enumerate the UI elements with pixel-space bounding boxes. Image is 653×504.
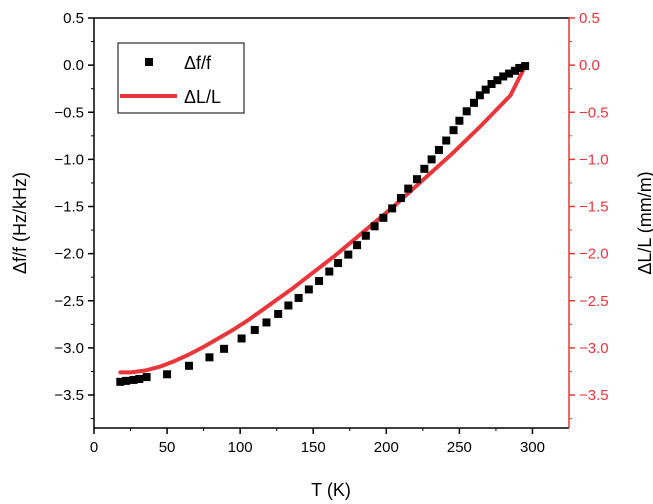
frequency-data-point bbox=[515, 63, 524, 72]
frequency-data-point bbox=[396, 194, 405, 203]
x-tick-label: 0 bbox=[90, 439, 98, 456]
right-y-axis-title: ΔL/L (mm/m) bbox=[635, 171, 653, 274]
frequency-data-point bbox=[462, 107, 471, 116]
left-y-axis-ticks: 0.5 0.0 −0.5 −1.0 −1.5 −2.0 −2.5 −3.0 −3.5 bbox=[54, 10, 94, 420]
frequency-data-point bbox=[487, 79, 496, 88]
frequency-data-point bbox=[135, 374, 144, 383]
legend-label-frequency: Δf/f bbox=[184, 53, 212, 73]
x-tick-label: 100 bbox=[228, 439, 253, 456]
frequency-data-point bbox=[353, 241, 362, 250]
frequency-data-point bbox=[185, 361, 193, 370]
y2-tick-label: −1.5 bbox=[579, 199, 609, 216]
y-tick-label: −2.0 bbox=[54, 246, 84, 263]
frequency-data-point bbox=[129, 375, 138, 384]
frequency-data-point bbox=[315, 276, 324, 285]
frequency-data-point bbox=[237, 334, 246, 343]
frequency-data-point bbox=[142, 373, 151, 382]
expansion-line-layer bbox=[118, 64, 528, 375]
frequency-data-point bbox=[325, 267, 334, 276]
y-tick-label: 0.5 bbox=[63, 10, 84, 27]
x-tick-label: 300 bbox=[520, 439, 545, 456]
frequency-data-point bbox=[427, 155, 436, 164]
x-axis-ticks: 0 50 100 150 200 250 300 bbox=[90, 428, 545, 456]
expansion-series-line bbox=[118, 64, 528, 375]
frequency-data-point bbox=[455, 116, 464, 125]
frequency-data-point bbox=[434, 145, 443, 154]
y2-tick-label: 0.0 bbox=[579, 57, 600, 74]
y2-tick-label: −2.5 bbox=[579, 293, 609, 310]
frequency-data-point bbox=[122, 376, 131, 385]
frequency-data-point bbox=[250, 325, 259, 334]
frequency-data-point bbox=[510, 66, 519, 75]
y-tick-label: −0.5 bbox=[54, 104, 84, 121]
legend: Δf/f ΔL/L bbox=[117, 42, 245, 114]
legend-box bbox=[117, 42, 245, 114]
frequency-data-point bbox=[449, 126, 458, 135]
y-tick-label: −1.5 bbox=[54, 199, 84, 216]
frequency-data-point bbox=[379, 213, 388, 222]
y2-tick-label: −1.0 bbox=[579, 151, 609, 168]
frequency-data-point bbox=[521, 62, 530, 71]
x-tick-label: 200 bbox=[374, 439, 399, 456]
frequency-data-point bbox=[499, 72, 508, 81]
x-axis-title: T (K) bbox=[311, 480, 351, 500]
y-tick-label: 0.0 bbox=[63, 57, 84, 74]
y-tick-label: −1.0 bbox=[54, 151, 84, 168]
frequency-data-point bbox=[413, 175, 421, 184]
frequency-data-point bbox=[442, 136, 451, 145]
frequency-data-point bbox=[370, 222, 379, 231]
frequency-data-point bbox=[220, 344, 229, 353]
frequency-data-point bbox=[334, 259, 343, 268]
y-tick-label: −3.0 bbox=[54, 340, 84, 357]
left-y-axis-title: Δf/f (Hz/kHz) bbox=[10, 172, 30, 274]
right-y-axis-ticks: 0.5 0.0 −0.5 −1.0 −1.5 −2.0 −2.5 −3.0 −3.5 bbox=[569, 10, 609, 420]
frequency-data-point bbox=[493, 76, 502, 85]
y2-tick-label: −2.0 bbox=[579, 246, 609, 263]
frequency-data-point bbox=[262, 318, 271, 327]
frequency-data-point bbox=[163, 370, 172, 379]
frequency-data-point bbox=[361, 231, 370, 240]
frequency-data-point bbox=[205, 353, 214, 362]
frequency-data-point bbox=[344, 250, 353, 259]
frequency-data-point bbox=[294, 293, 303, 302]
legend-square-marker bbox=[145, 58, 153, 66]
frequency-data-point bbox=[304, 285, 313, 294]
x-tick-label: 50 bbox=[159, 439, 176, 456]
frequency-data-point bbox=[274, 309, 283, 318]
frequency-data-point bbox=[116, 377, 125, 386]
frequency-data-point bbox=[481, 85, 490, 94]
frequency-data-point bbox=[470, 98, 478, 107]
frequency-data-point bbox=[388, 204, 397, 213]
frequency-points-layer bbox=[116, 62, 530, 386]
y2-tick-label: −0.5 bbox=[579, 104, 609, 121]
frequency-data-point bbox=[284, 301, 293, 310]
y-tick-label: −3.5 bbox=[54, 387, 84, 404]
x-tick-label: 150 bbox=[301, 439, 326, 456]
legend-label-expansion: ΔL/L bbox=[184, 87, 221, 107]
frequency-data-point bbox=[420, 164, 429, 173]
frequency-data-point bbox=[475, 91, 484, 100]
y2-tick-label: −3.0 bbox=[579, 340, 609, 357]
y2-tick-label: −3.5 bbox=[579, 387, 609, 404]
frequency-data-point bbox=[505, 69, 514, 78]
frequency-data-point bbox=[404, 184, 413, 193]
y2-tick-label: 0.5 bbox=[579, 10, 600, 27]
x-tick-label: 250 bbox=[447, 439, 472, 456]
y-tick-label: −2.5 bbox=[54, 293, 84, 310]
